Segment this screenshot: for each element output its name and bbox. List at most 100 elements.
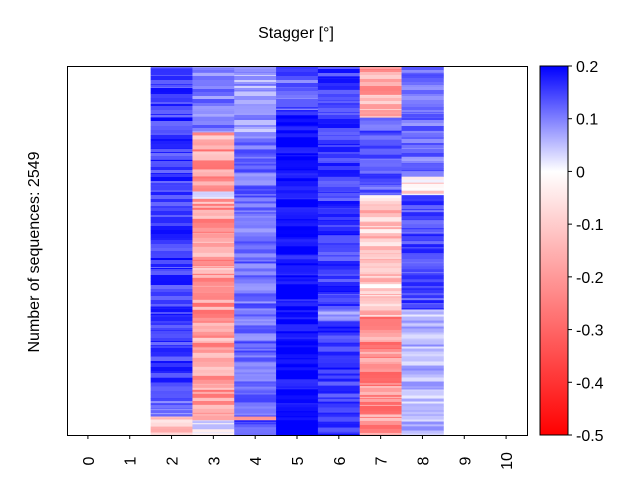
heatmap-cell-2-0-24 bbox=[150, 126, 193, 131]
heatmap-cell-5-1-108 bbox=[276, 386, 319, 389]
heatmap-cell-5-1-8 bbox=[276, 127, 319, 131]
colorbar-tick-label-0: 0.2 bbox=[576, 59, 598, 76]
heatmap-cell-5-1-69 bbox=[276, 292, 319, 296]
heatmap-cell-6-0-70 bbox=[317, 245, 361, 249]
heatmap-cell-8-3-20 bbox=[401, 354, 444, 356]
x-tick-label-1: 1 bbox=[123, 456, 140, 465]
x-tick-label-5: 5 bbox=[290, 456, 307, 465]
heatmap-cell-2-0-106 bbox=[150, 345, 193, 347]
heatmap-cell-2-0-104 bbox=[150, 341, 193, 343]
heatmap-cell-7-3-6 bbox=[359, 336, 402, 341]
heatmap-cell-3-1-18 bbox=[192, 188, 235, 192]
heatmap-cell-8-3-48 bbox=[401, 419, 444, 422]
heatmap-cell-4-1-64 bbox=[234, 286, 277, 291]
heatmap-cell-3-3-51 bbox=[192, 322, 235, 327]
heatmap-cell-8-3-6 bbox=[401, 323, 444, 325]
heatmap-cell-4-1-78 bbox=[234, 321, 277, 323]
heatmap-cell-7-2-39 bbox=[359, 294, 402, 296]
heatmap-cell-6-0-9 bbox=[317, 89, 361, 91]
heatmap-cell-7-3-41 bbox=[359, 416, 402, 419]
heatmap-cell-4-0-22 bbox=[234, 117, 277, 119]
heatmap-cell-6-2-20 bbox=[317, 372, 361, 374]
heatmap-cell-5-1-62 bbox=[276, 275, 319, 278]
heatmap-cell-2-0-60 bbox=[150, 217, 193, 221]
heatmap-cell-5-1-12 bbox=[276, 141, 319, 145]
heatmap-cell-3-4-3 bbox=[192, 424, 235, 429]
heatmap-cell-5-1-78 bbox=[276, 312, 319, 315]
heatmap-cell-4-3-4 bbox=[234, 427, 277, 430]
heatmap-cell-7-3-28 bbox=[359, 387, 402, 393]
heatmap-cell-2-0-63 bbox=[150, 226, 193, 231]
heatmap-cell-6-0-51 bbox=[317, 198, 361, 202]
heatmap-cell-3-0-23 bbox=[192, 128, 235, 132]
heatmap-cell-6-0-84 bbox=[317, 277, 361, 280]
heatmap-cell-7-3-11 bbox=[359, 348, 402, 353]
heatmap-column-4 bbox=[234, 66, 277, 436]
heatmap-cell-7-1-26 bbox=[359, 184, 402, 186]
heatmap-cell-8-3-25 bbox=[401, 362, 444, 366]
heatmap-cell-3-0-2 bbox=[192, 70, 235, 73]
heatmap-cell-7-2-10 bbox=[359, 221, 402, 223]
heatmap-cell-7-1-11 bbox=[359, 148, 402, 151]
heatmap-cell-2-0-55 bbox=[150, 207, 193, 209]
heatmap-cell-4-0-18 bbox=[234, 106, 277, 110]
heatmap-cell-3-3-29 bbox=[192, 269, 235, 273]
heatmap-cell-7-3-1 bbox=[359, 318, 402, 323]
heatmap-cell-6-0-75 bbox=[317, 257, 361, 262]
heatmap-cell-7-1-32 bbox=[359, 194, 402, 196]
heatmap-cell-3-3-13 bbox=[192, 231, 235, 234]
heatmap-cell-4-1-39 bbox=[234, 222, 277, 226]
heatmap-cell-7-3-39 bbox=[359, 413, 402, 416]
heatmap-cell-7-1-28 bbox=[359, 186, 402, 188]
heatmap-cell-4-1-14 bbox=[234, 165, 277, 169]
heatmap-cell-3-3-5 bbox=[192, 208, 235, 211]
heatmap-cell-7-3-27 bbox=[359, 385, 402, 389]
heatmap-cell-6-0-42 bbox=[317, 176, 361, 178]
heatmap-cell-5-1-74 bbox=[276, 306, 319, 310]
heatmap-cell-5-0-3 bbox=[276, 76, 319, 81]
heatmap-cell-6-1-0 bbox=[317, 309, 361, 312]
heatmap-cell-8-2-29 bbox=[401, 266, 444, 270]
heatmap-cell-5-1-71 bbox=[276, 299, 319, 302]
heatmap-cell-4-1-113 bbox=[234, 406, 277, 409]
heatmap-cell-3-1-2 bbox=[192, 139, 235, 143]
heatmap-cell-5-1-25 bbox=[276, 175, 319, 179]
heatmap-cell-7-2-18 bbox=[359, 239, 402, 243]
heatmap-cell-4-1-23 bbox=[234, 186, 277, 190]
heatmap-cell-8-3-14 bbox=[401, 339, 444, 341]
heatmap-cell-3-3-4 bbox=[192, 207, 235, 210]
heatmap-cell-3-1-0 bbox=[192, 132, 235, 136]
heatmap-cell-8-3-43 bbox=[401, 410, 444, 412]
heatmap-cell-4-1-82 bbox=[234, 329, 277, 334]
heatmap-column-5 bbox=[276, 66, 319, 436]
heatmap-cell-8-2-12 bbox=[401, 229, 444, 231]
heatmap-cell-5-1-96 bbox=[276, 354, 319, 359]
heatmap-cell-6-0-56 bbox=[317, 209, 361, 213]
heatmap-cell-4-1-34 bbox=[234, 212, 277, 214]
heatmap-cell-8-2-35 bbox=[401, 280, 444, 283]
heatmap-cell-6-0-41 bbox=[317, 173, 361, 177]
heatmap-cell-7-1-6 bbox=[359, 134, 402, 136]
heatmap-cell-4-1-36 bbox=[234, 216, 277, 218]
heatmap-cell-7-3-22 bbox=[359, 374, 402, 379]
heatmap-cell-2-0-11 bbox=[150, 92, 193, 95]
heatmap-cell-4-1-117 bbox=[234, 415, 277, 417]
heatmap-cell-3-3-54 bbox=[192, 331, 235, 336]
heatmap-cell-3-4-6 bbox=[192, 432, 235, 434]
heatmap-cell-8-2-23 bbox=[401, 249, 444, 254]
heatmap-cell-6-0-49 bbox=[317, 193, 361, 197]
heatmap-cell-7-2-4 bbox=[359, 204, 402, 207]
heatmap-cell-2-0-90 bbox=[150, 308, 193, 310]
heatmap-cell-3-0-22 bbox=[192, 125, 235, 129]
heatmap-cell-8-0-33 bbox=[401, 143, 444, 146]
heatmap-cell-5-1-28 bbox=[276, 182, 319, 187]
heatmap-cell-6-2-27 bbox=[317, 390, 361, 394]
heatmap-cell-2-0-10 bbox=[150, 88, 193, 93]
heatmap-cell-4-0-5 bbox=[234, 76, 277, 81]
heatmap-cell-5-1-24 bbox=[276, 173, 319, 176]
heatmap-cell-7-1-21 bbox=[359, 174, 402, 176]
heatmap-cell-5-1-95 bbox=[276, 353, 319, 355]
heatmap-cell-7-0-6 bbox=[359, 79, 402, 83]
heatmap-cell-5-0-13 bbox=[276, 107, 319, 109]
heatmap-cell-7-1-2 bbox=[359, 124, 402, 128]
